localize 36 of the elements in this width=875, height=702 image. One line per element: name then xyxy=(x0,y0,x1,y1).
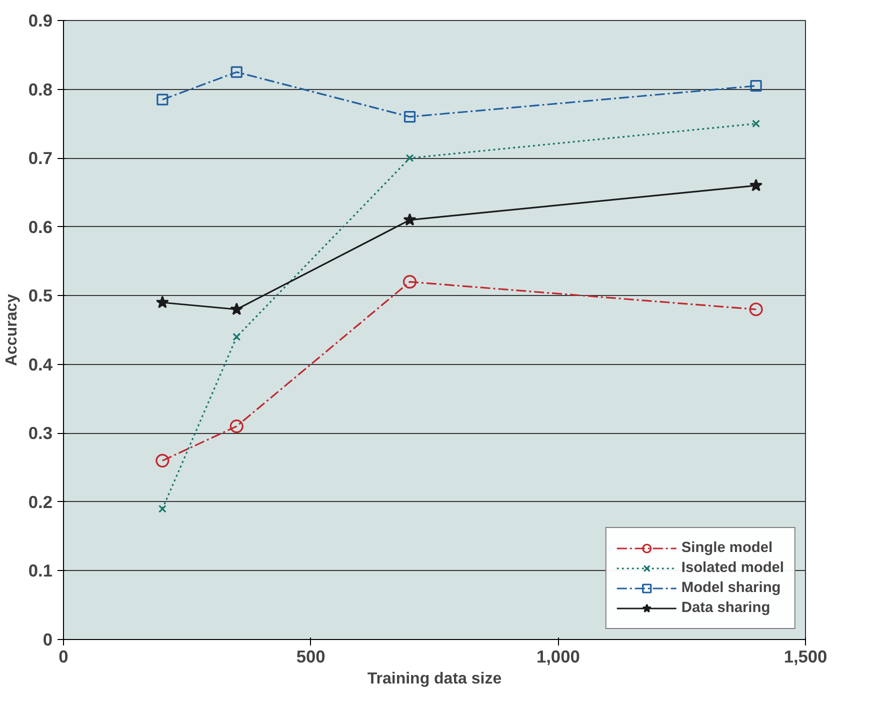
point xyxy=(750,80,762,92)
y-tick-label: 0.7 xyxy=(28,148,53,168)
y-tick-label: 0.6 xyxy=(28,216,53,237)
point xyxy=(230,66,242,78)
legend-label: Data sharing xyxy=(681,600,770,616)
point xyxy=(749,302,763,316)
y-tick-label: 0.9 xyxy=(28,10,53,30)
x-tick-label: 1,500 xyxy=(784,646,828,666)
point xyxy=(158,504,166,513)
y-tick-label: 0.8 xyxy=(28,79,53,100)
y-axis-title: Accuracy xyxy=(3,294,20,366)
point xyxy=(230,302,244,316)
legend-label: Model sharing xyxy=(681,580,781,596)
point xyxy=(156,454,170,468)
x-axis-title: Training data size xyxy=(367,670,502,688)
point xyxy=(156,94,168,106)
point xyxy=(404,110,416,123)
point xyxy=(230,420,244,434)
x-tick-label: 1,000 xyxy=(536,646,580,666)
y-tick-label: 0.2 xyxy=(28,492,53,512)
legend-label: Single model xyxy=(681,540,773,556)
point xyxy=(406,154,414,162)
y-tick-label: 0.4 xyxy=(28,354,53,374)
y-tick-label: 0 xyxy=(42,630,53,650)
x-tick-label: 0 xyxy=(58,646,68,666)
y-tick-label: 0.1 xyxy=(28,560,53,581)
point xyxy=(752,120,760,128)
legend-label: Isolated model xyxy=(681,560,784,576)
point xyxy=(156,296,169,308)
point xyxy=(750,178,763,192)
point xyxy=(232,332,241,341)
y-tick-label: 0.3 xyxy=(28,423,53,444)
y-tick-label: 0.5 xyxy=(28,286,53,306)
point xyxy=(402,275,417,289)
x-tick-label: 500 xyxy=(296,646,326,666)
point xyxy=(403,213,416,226)
